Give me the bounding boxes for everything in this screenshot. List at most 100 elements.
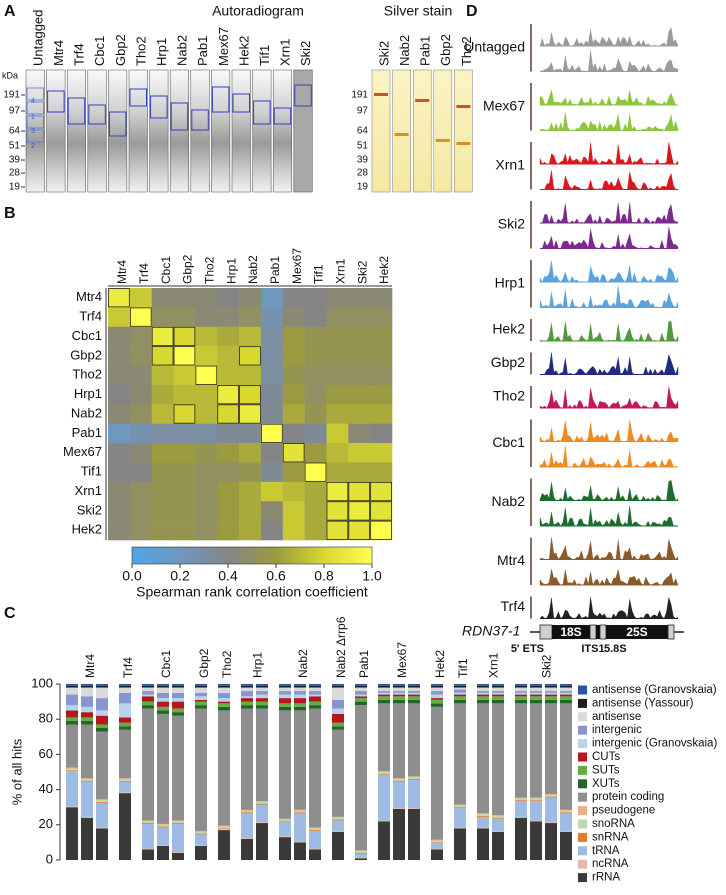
heatmap-cell bbox=[239, 384, 262, 405]
legend-swatch bbox=[578, 752, 587, 762]
bar-segment bbox=[477, 703, 489, 814]
heatmap-cell bbox=[129, 346, 152, 366]
heatmap-cell bbox=[195, 326, 218, 347]
category-label: Gbp2 bbox=[197, 648, 211, 678]
bar-segment bbox=[294, 810, 306, 813]
lane-label: Ski2 bbox=[298, 41, 313, 66]
bar-segment bbox=[530, 800, 542, 802]
cell-outline bbox=[261, 423, 283, 443]
heatmap-cell bbox=[304, 307, 327, 328]
heatmap-cell bbox=[282, 404, 305, 424]
bar-segment bbox=[408, 684, 420, 686]
bar-segment bbox=[279, 706, 291, 711]
bar-segment bbox=[142, 694, 154, 697]
bar-segment bbox=[477, 816, 489, 817]
bar-segment bbox=[492, 699, 504, 704]
bar-segment bbox=[560, 813, 572, 831]
heatmap-cell bbox=[108, 481, 131, 502]
bar-segment bbox=[294, 698, 306, 704]
heatmap-cell bbox=[326, 423, 349, 444]
gel-lane bbox=[272, 69, 292, 193]
coverage-profile bbox=[539, 170, 679, 190]
lane-label: Gbp2 bbox=[113, 34, 128, 66]
bar-segment bbox=[157, 706, 169, 711]
category-label: Mtr4 bbox=[83, 654, 97, 678]
bar-segment bbox=[408, 703, 420, 777]
bar-segment bbox=[530, 699, 542, 704]
bar-segment bbox=[378, 684, 390, 686]
bar-segment bbox=[454, 808, 466, 828]
heatmap-cell bbox=[370, 307, 393, 328]
bar-segment bbox=[256, 684, 268, 686]
heatmap-cell bbox=[129, 384, 152, 405]
bar-segment bbox=[142, 696, 154, 702]
bar-segment bbox=[492, 703, 504, 816]
bar-segment bbox=[294, 691, 306, 695]
bar-segment bbox=[294, 706, 306, 711]
bar-segment bbox=[355, 858, 367, 860]
bar-segment bbox=[560, 812, 572, 814]
heatmap-cell bbox=[195, 288, 218, 308]
heatmap-cell bbox=[282, 384, 305, 405]
bar-segment bbox=[309, 848, 321, 850]
y-tick-label: 0 bbox=[46, 851, 53, 866]
bar-segment bbox=[545, 685, 557, 688]
cell-outline bbox=[326, 501, 349, 521]
heatmap-cell bbox=[195, 501, 218, 521]
bar-segment bbox=[195, 845, 207, 846]
bar-segment bbox=[408, 687, 420, 692]
silver-band bbox=[435, 139, 450, 142]
heatmap-cell bbox=[173, 346, 196, 366]
heatmap-cell bbox=[151, 423, 174, 444]
bar-segment bbox=[66, 705, 78, 711]
column-label: Trf4 bbox=[137, 263, 151, 284]
bar-segment bbox=[241, 810, 253, 813]
track-label: Gbp2 bbox=[491, 354, 525, 370]
silver-band bbox=[456, 105, 471, 108]
bar-segment bbox=[492, 687, 504, 692]
row-label: Gbp2 bbox=[70, 347, 102, 362]
heatmap-cell bbox=[151, 404, 174, 424]
bar-segment bbox=[81, 696, 93, 707]
bar-segment bbox=[545, 684, 557, 686]
bar-segment bbox=[393, 703, 405, 779]
gel-lane bbox=[87, 69, 107, 193]
bar-segment bbox=[66, 767, 78, 769]
bar-segment bbox=[119, 722, 131, 727]
bar-segment bbox=[157, 824, 169, 827]
heatmap-cell bbox=[108, 520, 131, 541]
bar-segment bbox=[545, 794, 557, 797]
gene-25s bbox=[606, 625, 668, 639]
bar-segment bbox=[477, 828, 489, 860]
heatmap-cell bbox=[348, 384, 371, 405]
bar-segment bbox=[66, 771, 78, 807]
feature-label: 5.8S bbox=[604, 643, 627, 655]
gel-lane bbox=[66, 69, 86, 193]
heatmap-cell bbox=[260, 326, 284, 347]
bar-segment bbox=[294, 694, 306, 699]
bar-segment bbox=[309, 828, 321, 831]
bar-segment bbox=[332, 708, 344, 714]
heatmap-cell bbox=[151, 288, 174, 308]
bar-segment bbox=[218, 687, 230, 693]
heatmap-cell bbox=[260, 501, 284, 521]
bar-segment bbox=[515, 798, 527, 801]
bar-segment bbox=[332, 713, 344, 723]
bar-segment bbox=[119, 692, 131, 704]
bar-segment bbox=[96, 685, 108, 688]
heatmap-cell bbox=[370, 404, 393, 424]
bar-segment bbox=[530, 694, 542, 697]
bar-segment bbox=[241, 708, 253, 810]
bar-segment bbox=[142, 823, 154, 824]
y-axis-title: % of all hits bbox=[9, 738, 24, 805]
bar-segment bbox=[378, 772, 390, 774]
heatmap-cell bbox=[195, 443, 218, 463]
heatmap-cell bbox=[304, 288, 327, 308]
bar-segment bbox=[157, 827, 169, 846]
coverage-profile bbox=[539, 142, 679, 165]
bar-segment bbox=[560, 809, 572, 811]
bar-segment bbox=[309, 705, 321, 709]
heatmap-cell bbox=[217, 443, 240, 463]
silver-band bbox=[456, 142, 471, 145]
bar-segment bbox=[142, 687, 154, 692]
